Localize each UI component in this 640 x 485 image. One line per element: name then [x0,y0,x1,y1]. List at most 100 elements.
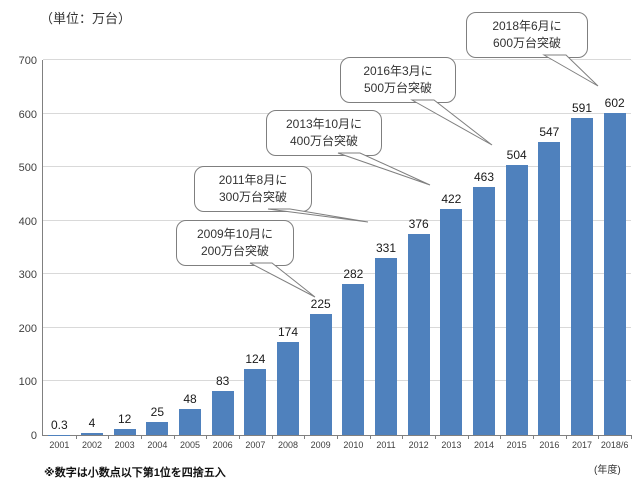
bar [342,283,365,435]
x-axis-tick [467,435,469,439]
bar-value-label: 376 [408,216,429,231]
callout-text: 2013年10月に [285,116,363,131]
bar [244,368,267,435]
callout-text: 300万台突破 [218,190,288,204]
callout-bubble: 2013年10月に 400万台突破 [266,110,382,156]
bar [407,233,430,435]
bar [571,118,593,435]
x-tick-label: 2017 [571,440,593,450]
x-tick-label: 2003 [114,440,135,450]
gridline [43,273,631,275]
callout-text: 200万台突破 [200,244,270,258]
bar [473,186,495,435]
bar [113,428,136,435]
y-tick-label: 200 [18,322,37,335]
x-tick-label: 2006 [212,440,233,450]
callout-bubble: 2009年10月に 200万台突破 [176,220,294,266]
bar-value-label: 282 [343,266,364,281]
bar [48,434,71,435]
x-tick-label: 2013 [441,440,462,450]
bar [603,112,626,435]
gridline [43,166,631,168]
bar-value-label: 422 [441,191,462,206]
bar-value-label: 331 [375,240,397,255]
bar-value-label: 591 [571,101,593,116]
bar [440,208,463,435]
gridline [43,380,631,382]
bar-value-label: 504 [506,148,527,162]
callout-text: 600万台突破 [492,36,562,50]
x-tick-label: 2011 [376,440,396,450]
callout-text: 500万台突破 [363,81,433,95]
x-axis-tick [141,435,142,439]
y-tick-label: 500 [18,162,37,175]
callout-bubble: 2018年6月に 600万台突破 [466,12,588,58]
bar-value-label: 83 [215,373,230,388]
x-tick-label: 2012 [408,440,429,450]
gridline [43,59,631,60]
unit-label: （単位：万台） [40,11,132,26]
bar-value-label: 225 [310,297,331,312]
x-axis-tick [337,435,338,439]
x-tick-label: 2010 [343,440,364,450]
bar-value-label: 0.3 [51,417,68,432]
x-tick-label: 2018/6 [600,440,629,450]
callout-bubble: 2016年3月に 500万台突破 [340,57,456,103]
x-axis-tick [239,435,240,439]
callout-text: 400万台突破 [289,134,359,148]
bar-value-label: 547 [539,124,560,139]
x-tick-label: 2008 [277,440,299,450]
bar [81,432,103,435]
bar [309,314,332,435]
bar-value-label: 4 [88,415,96,430]
x-axis-tick [108,435,110,439]
bar-value-label: 174 [277,324,299,339]
y-tick-label: 700 [18,55,37,67]
x-tick-label: 2014 [473,440,495,450]
x-tick-label: 2015 [506,440,527,450]
x-axis-tick [369,435,371,439]
x-axis-tick [75,435,77,439]
y-tick-label: 600 [18,108,37,121]
x-axis-tick [271,435,273,439]
bar-value-label: 25 [150,404,164,419]
gridline [43,326,631,328]
bar-value-label: 124 [245,351,266,366]
x-tick-label: 2016 [539,440,560,450]
x-tick-label: 2005 [179,440,201,450]
bar-value-label: 602 [604,95,625,110]
x-axis-tick [565,435,567,439]
x-axis-tick [435,435,436,439]
bar-value-label: 48 [183,392,197,407]
callout-bubble: 2011年8月に 300万台突破 [194,166,312,212]
callout-text: 2009年10月に [196,226,274,241]
bar-value-label: 12 [117,411,132,426]
y-tick-label: 300 [18,269,37,282]
callout-text: 2011年8月に [218,172,288,187]
x-axis-tick [500,435,502,439]
bar [179,409,201,435]
callout-text: 2016年3月に [363,63,433,78]
fiscal-year-label: (年度) [594,465,621,476]
bar [375,257,397,435]
x-axis-tick [631,435,632,439]
x-axis-tick [304,435,306,439]
x-axis-tick [206,435,208,439]
bar [211,390,234,435]
bar [146,421,169,435]
y-tick-label: 400 [18,215,37,228]
x-tick-label: 2002 [81,440,103,450]
bar-value-label: 463 [473,169,495,184]
x-axis-tick [533,435,534,439]
y-tick-label: 0 [30,430,37,442]
x-tick-label: 2004 [147,440,168,450]
bar [277,341,299,435]
y-tick-label: 100 [18,376,37,389]
callout-text: 2018年6月に [492,18,562,33]
footnote: ※数字は小数点以下第1位を四捨五入 [44,467,226,479]
x-axis-tick [173,435,175,439]
x-tick-label: 2009 [310,440,331,450]
x-tick-label: 2007 [245,440,266,450]
x-tick-label: 2001 [49,440,70,450]
